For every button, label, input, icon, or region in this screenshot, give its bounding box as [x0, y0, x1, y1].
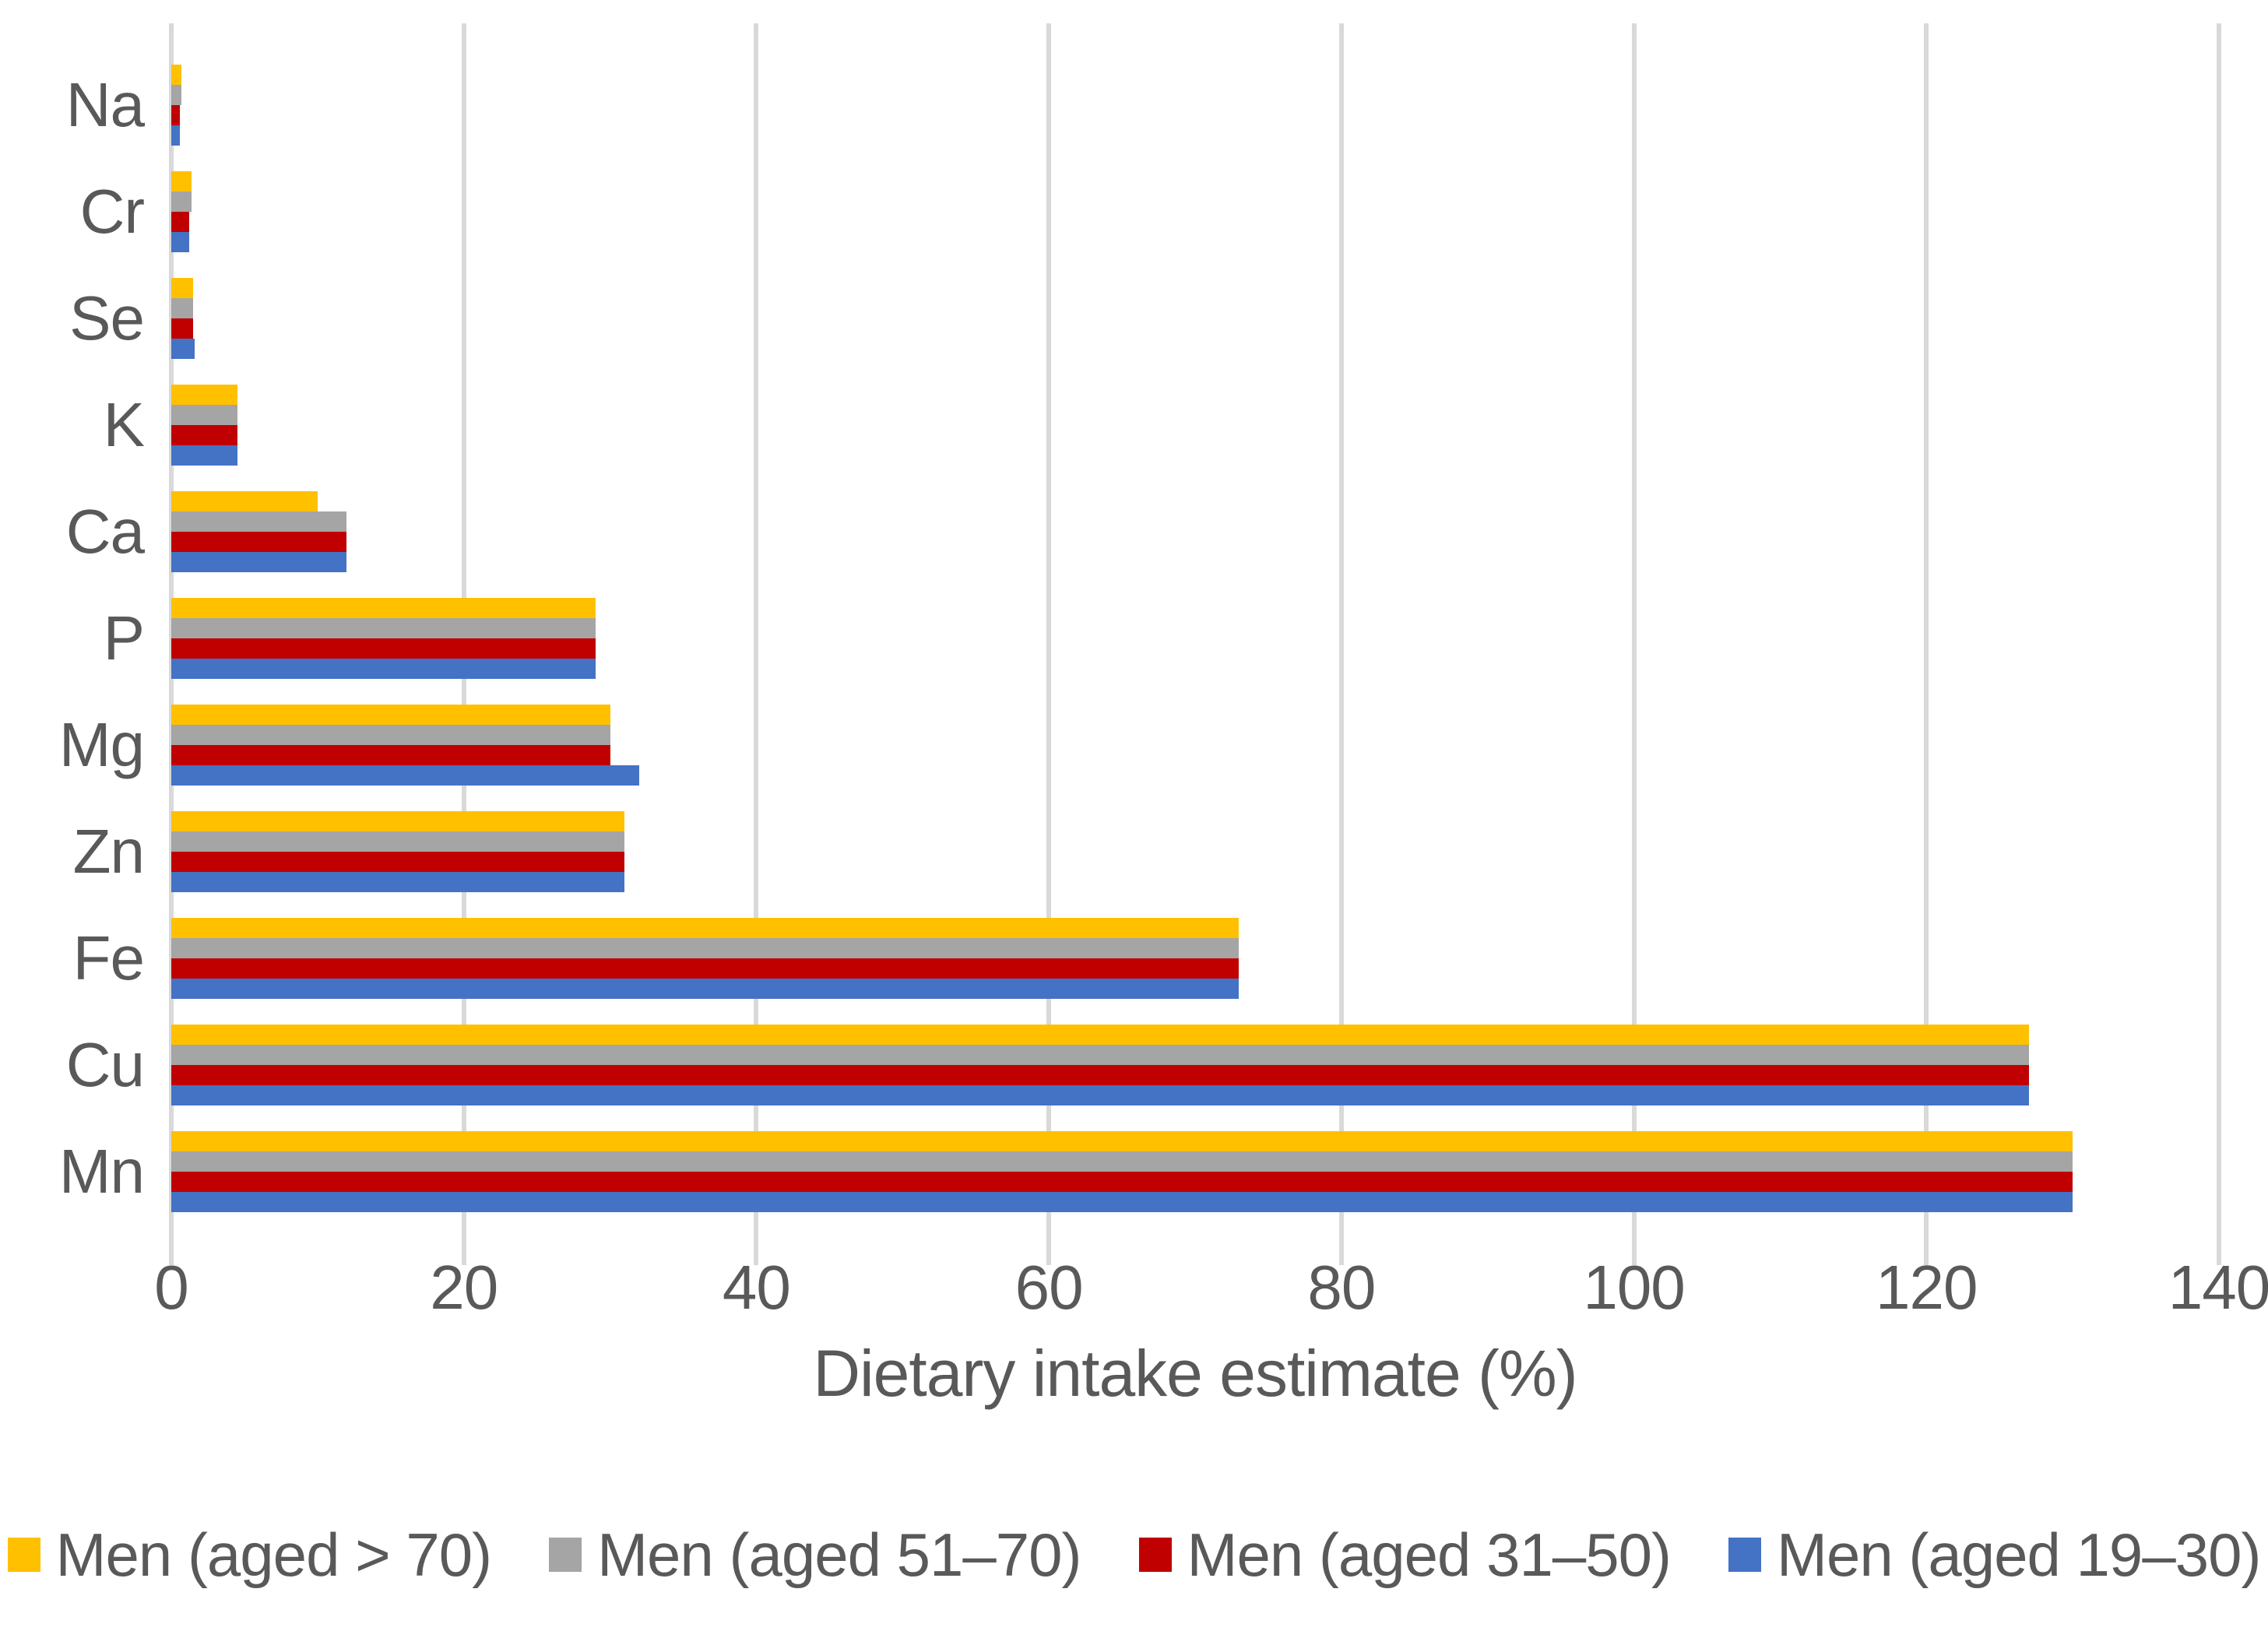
bar-K-series-3: [171, 445, 237, 466]
legend-swatch-icon: [7, 1538, 40, 1572]
legend-label: Men (aged 31–50): [1187, 1520, 1672, 1589]
legend-label: Men (aged > 70): [55, 1520, 493, 1589]
gridline-x-60: [1046, 23, 1052, 1265]
bar-Cu-series-0: [171, 1025, 2029, 1045]
legend: Men (aged > 70) Men (aged 51–70) Men (aged…: [0, 1520, 2268, 1590]
legend-label: Men (aged 19–30): [1776, 1520, 2261, 1589]
bar-Fe-series-3: [171, 979, 1239, 999]
category-label-Cr: Cr: [79, 177, 145, 246]
bar-Mn-series-2: [171, 1172, 2073, 1192]
category-label-Mg: Mg: [58, 710, 145, 779]
bar-K-series-1: [171, 405, 237, 425]
bar-P-series-2: [171, 638, 596, 659]
x-tick-label-100: 100: [1583, 1253, 1685, 1322]
bar-group-K: [171, 385, 2219, 466]
bar-group-Cu: [171, 1025, 2219, 1105]
x-tick-label-0: 0: [154, 1253, 188, 1322]
bar-Mg-series-3: [171, 765, 640, 786]
plot-area: [169, 23, 2221, 1265]
bar-Mn-series-0: [171, 1131, 2073, 1151]
bar-group-Ca: [171, 491, 2219, 572]
bar-group-Mg: [171, 705, 2219, 786]
legend-label: Men (aged 51–70): [597, 1520, 1081, 1589]
x-tick-label-60: 60: [1014, 1253, 1084, 1322]
bar-group-Mn: [171, 1131, 2219, 1212]
bar-Cr-series-2: [171, 212, 189, 232]
legend-item-3: Men (aged 19–30): [1728, 1520, 2261, 1590]
bar-Fe-series-1: [171, 938, 1239, 958]
bar-group-P: [171, 598, 2219, 679]
legend-item-2: Men (aged 31–50): [1138, 1520, 1672, 1590]
bar-Ca-series-2: [171, 532, 347, 552]
bar-Mg-series-0: [171, 705, 610, 725]
bar-Ca-series-0: [171, 491, 318, 511]
bar-Mn-series-1: [171, 1151, 2073, 1172]
legend-swatch-icon: [1728, 1538, 1761, 1572]
bar-Zn-series-1: [171, 831, 625, 852]
category-label-Fe: Fe: [72, 923, 145, 993]
bar-Se-series-3: [171, 339, 195, 359]
bar-group-Na: [171, 65, 2219, 146]
category-label-Se: Se: [69, 283, 145, 353]
bar-Se-series-0: [171, 278, 194, 298]
bar-Zn-series-2: [171, 852, 625, 872]
bar-Se-series-1: [171, 298, 194, 318]
bar-group-Cr: [171, 171, 2219, 252]
category-label-Ca: Ca: [65, 497, 145, 566]
category-label-Na: Na: [65, 70, 145, 139]
legend-item-0: Men (aged > 70): [7, 1520, 493, 1590]
x-tick-label-80: 80: [1307, 1253, 1376, 1322]
x-tick-label-20: 20: [430, 1253, 498, 1322]
category-label-Zn: Zn: [72, 817, 145, 886]
bar-Cu-series-3: [171, 1085, 2029, 1105]
bar-Na-series-2: [171, 105, 181, 125]
bar-Mn-series-3: [171, 1192, 2073, 1212]
bar-K-series-2: [171, 425, 237, 445]
bar-Cr-series-0: [171, 171, 192, 192]
gridline-x-120: [1924, 23, 1929, 1265]
bar-group-Zn: [171, 811, 2219, 892]
gridline-x-40: [754, 23, 759, 1265]
bar-Cr-series-3: [171, 232, 189, 252]
bar-Na-series-0: [171, 65, 182, 85]
bar-Fe-series-2: [171, 958, 1239, 979]
x-tick-label-40: 40: [722, 1253, 791, 1322]
bar-Ca-series-1: [171, 511, 347, 532]
x-tick-label-140: 140: [2168, 1253, 2268, 1322]
bar-Se-series-2: [171, 318, 194, 339]
bar-Cr-series-1: [171, 192, 192, 212]
bar-Mg-series-1: [171, 725, 610, 745]
bar-Ca-series-3: [171, 552, 347, 572]
legend-swatch-icon: [549, 1538, 582, 1572]
gridline-x-140: [2217, 23, 2221, 1265]
bar-Zn-series-0: [171, 811, 625, 831]
bar-P-series-0: [171, 598, 596, 618]
bar-Cu-series-2: [171, 1065, 2029, 1085]
bar-P-series-3: [171, 659, 596, 679]
bar-Na-series-3: [171, 125, 181, 146]
x-axis-title: Dietary intake estimate (%): [813, 1337, 1577, 1410]
bar-group-Se: [171, 278, 2219, 359]
legend-swatch-icon: [1138, 1538, 1172, 1572]
category-label-Cu: Cu: [65, 1030, 145, 1099]
bar-Na-series-1: [171, 85, 182, 105]
category-label-P: P: [103, 603, 145, 673]
bar-Fe-series-0: [171, 918, 1239, 938]
category-label-Mn: Mn: [58, 1137, 145, 1206]
bar-Cu-series-1: [171, 1045, 2029, 1065]
legend-item-1: Men (aged 51–70): [549, 1520, 1082, 1590]
bar-Zn-series-3: [171, 872, 625, 892]
category-label-K: K: [103, 390, 145, 459]
gridline-x-80: [1338, 23, 1344, 1265]
bar-K-series-0: [171, 385, 237, 405]
gridline-x-100: [1631, 23, 1637, 1265]
bar-P-series-1: [171, 618, 596, 638]
x-tick-label-120: 120: [1876, 1253, 1978, 1322]
bar-Mg-series-2: [171, 745, 610, 765]
bar-group-Fe: [171, 918, 2219, 999]
